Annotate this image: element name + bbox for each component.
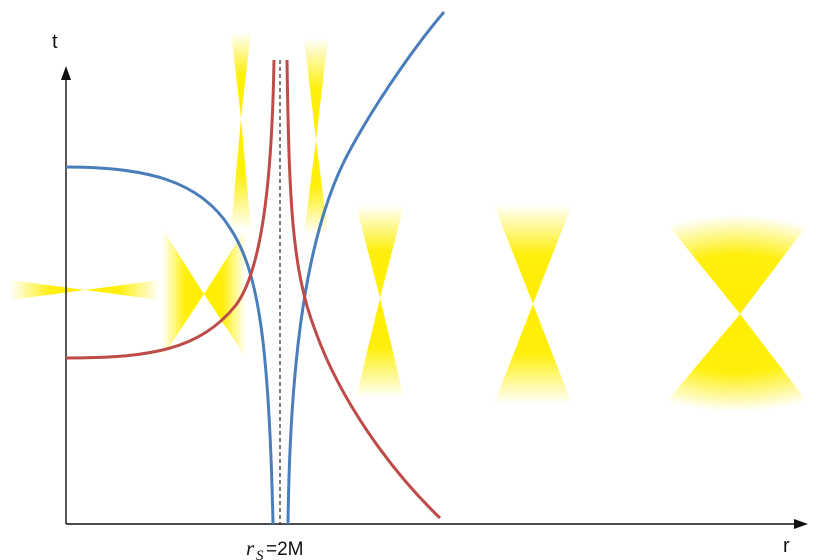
horizon-label-subscript: S (256, 548, 264, 560)
horizon-label-value: =2M (266, 539, 304, 560)
t-axis-arrowhead (61, 66, 71, 80)
axes: t r (52, 31, 808, 557)
light-cone-near-horizon-left (231, 32, 251, 230)
light-cone-outside-1 (356, 205, 404, 398)
outgoing-curve-inside (65, 165, 275, 525)
horizon-label-symbol: r (246, 536, 255, 560)
r-axis-label: r (783, 535, 790, 557)
horizon-label: r S =2M (246, 536, 304, 560)
t-axis-label: t (52, 31, 58, 53)
ingoing-curve-outside (285, 59, 442, 520)
light-cone-far-inside (10, 280, 160, 300)
light-cone-outside-2 (494, 205, 572, 404)
ingoing-curve-inside (65, 59, 276, 360)
light-cones (10, 32, 815, 412)
light-cone-far-outside (658, 215, 815, 412)
r-axis-arrowhead (794, 519, 808, 529)
outgoing-curve-outside (286, 11, 446, 525)
light-cone-inside-near (162, 228, 246, 358)
light-cone-near-horizon-right (304, 38, 328, 234)
